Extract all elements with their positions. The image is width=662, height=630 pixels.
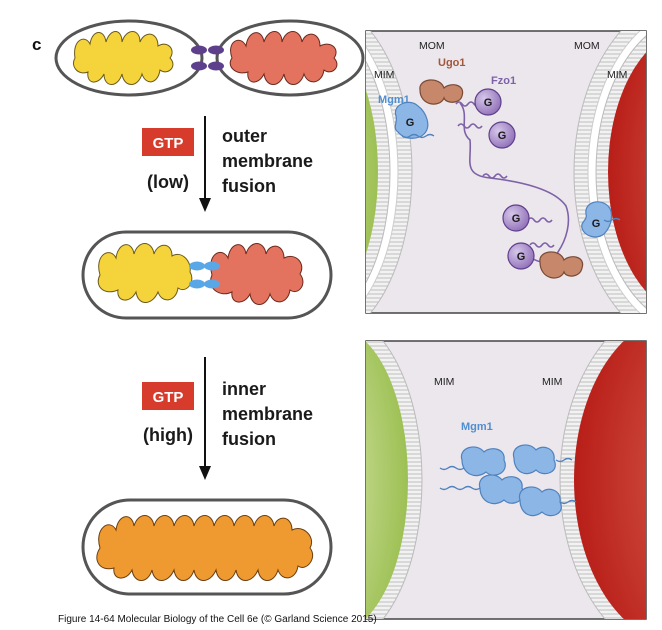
gtp-badge — [142, 128, 194, 156]
step-line-2: membrane — [222, 404, 313, 424]
mom-right-label: MOM — [574, 40, 600, 52]
g-label: G — [517, 251, 526, 263]
outer-membrane-detail-panel: MOM MOM MIM MIM Ugo1 Fzo1 Mgm1 G G G G — [365, 30, 647, 314]
step-line-3: fusion — [222, 176, 276, 196]
mom-left-label: MOM — [419, 40, 445, 52]
step-outer-fusion: GTP (low) outer membrane fusion — [142, 116, 313, 212]
step-line-1: inner — [222, 379, 266, 399]
gtp-badge — [142, 382, 194, 410]
ugo1-bottom — [539, 251, 584, 279]
step-line-2: membrane — [222, 151, 313, 171]
salmon-matrix — [229, 31, 338, 85]
yellow-matrix — [73, 31, 174, 85]
mitochondrion-fully-fused — [81, 498, 333, 596]
mgm1-right: G — [581, 201, 621, 238]
g-domain — [474, 88, 502, 116]
g-label: G — [498, 130, 507, 142]
mgm1-label: Mgm1 — [461, 421, 493, 433]
mgm1-left: G — [394, 101, 435, 139]
gtp-level: (high) — [143, 425, 193, 445]
gtp-label: GTP — [153, 389, 184, 406]
g-label: G — [406, 117, 415, 129]
gtp-level: (low) — [147, 172, 189, 192]
mitochondria-separate — [54, 19, 365, 97]
ugo1-label: Ugo1 — [438, 57, 466, 69]
step-inner-fusion: GTP (high) inner membrane fusion — [142, 357, 313, 480]
panel-letter: c — [32, 35, 41, 54]
g-label: G — [592, 218, 601, 230]
mitochondrion-outer-fused — [81, 230, 333, 320]
g-domain — [488, 121, 516, 149]
g-domain — [502, 204, 530, 232]
gtp-label: GTP — [153, 135, 184, 152]
mgm1-label: Mgm1 — [378, 94, 410, 106]
step-line-1: outer — [222, 126, 267, 146]
g-label: G — [484, 97, 493, 109]
g-label: G — [512, 213, 521, 225]
mgm1-complex — [460, 444, 562, 517]
ugo1-top — [419, 79, 464, 105]
mim-left-label: MIM — [434, 376, 454, 388]
mim-left-label: MIM — [374, 69, 394, 81]
mim-right-label: MIM — [542, 376, 562, 388]
step-line-3: fusion — [222, 429, 276, 449]
inner-membrane-detail-panel: MIM MIM Mgm1 — [365, 340, 647, 620]
mim-right-label: MIM — [607, 69, 627, 81]
figure-caption: Figure 14-64 Molecular Biology of the Ce… — [58, 614, 377, 625]
g-domain — [507, 242, 535, 270]
fzo1-label: Fzo1 — [491, 75, 516, 87]
